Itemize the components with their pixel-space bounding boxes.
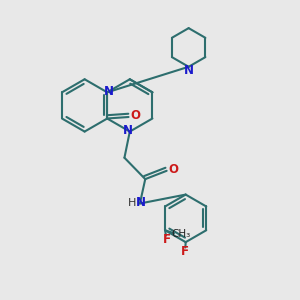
- Text: O: O: [169, 163, 178, 176]
- Text: H: H: [128, 198, 136, 208]
- Text: F: F: [163, 233, 171, 246]
- Text: N: N: [123, 124, 133, 137]
- Text: CH₃: CH₃: [171, 229, 190, 239]
- Text: F: F: [181, 244, 189, 258]
- Text: N: N: [103, 85, 114, 98]
- Text: N: N: [136, 196, 146, 209]
- Text: O: O: [130, 109, 140, 122]
- Text: N: N: [184, 64, 194, 77]
